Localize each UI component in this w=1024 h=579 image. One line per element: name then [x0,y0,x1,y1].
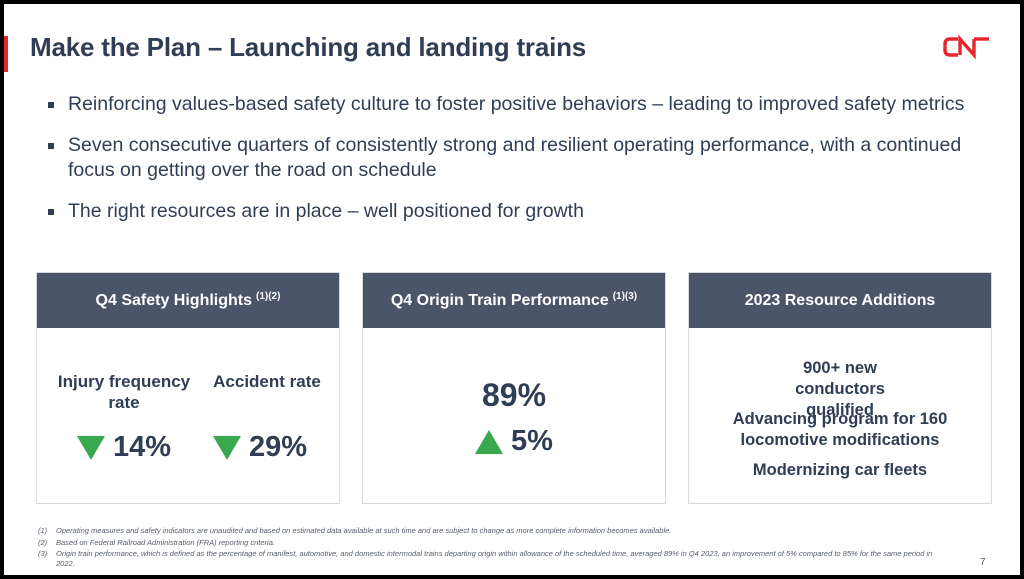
footnote-ref: (1)(3) [612,291,638,302]
card-header: 2023 Resource Additions [689,273,991,328]
bullet-marker [48,102,54,108]
footnote-ref: (1)(2) [256,291,281,302]
card-header: Q4 Safety Highlights (1)(2) [37,273,339,328]
footnote-number: (3) [38,549,48,558]
footnote-text: Operating measures and safety indicators… [56,526,672,535]
card-title: Q4 Safety Highlights [95,291,252,309]
safety-highlights-card: Q4 Safety Highlights (1)(2) Injury frequ… [36,272,340,504]
down-triangle-icon [213,436,241,460]
footnote-number: (1) [38,526,48,535]
card-title: Q4 Origin Train Performance [390,291,609,309]
down-triangle-icon [77,436,105,460]
footnote: (3) Origin train performance, which is d… [38,549,938,568]
slide: Make the Plan – Launching and landing tr… [4,4,1020,575]
origin-train-performance-card: Q4 Origin Train Performance (1)(3) 89% 5… [362,272,666,504]
footnote-number: (2) [38,537,48,547]
footnote-text: Origin train performance, which is defin… [56,549,933,568]
footnote-text: Based on Federal Railroad Administration… [56,537,275,547]
resource-conductors: 900+ new conductors qualified [795,359,885,419]
bullet-item: Reinforcing values-based safety culture … [44,92,984,117]
card-title: 2023 Resource Additions [744,291,936,309]
bullet-marker [48,143,54,149]
accident-rate-value: 29% [249,431,308,463]
card-header: Q4 Origin Train Performance (1)(3) [363,273,665,328]
title-accent-bar [4,36,8,72]
bullet-text: The right resources are in place – well … [68,200,584,222]
up-triangle-icon [475,430,503,454]
bullet-marker [48,209,54,215]
origin-performance-value: 89% [481,377,547,413]
bullet-list: Reinforcing values-based safety culture … [44,92,984,240]
origin-performance-change: 5% [511,425,553,457]
footnote: (1) Operating measures and safety indica… [38,526,938,536]
resource-additions-card: 2023 Resource Additions 900+ new conduct… [688,272,992,504]
injury-frequency-label: Injury frequency rate [57,372,191,412]
accident-rate-label: Accident rate [213,372,321,391]
footnote: (2) Based on Federal Railroad Administra… [38,538,938,548]
resource-locomotives: Advancing program for 160 locomotive mod… [732,410,948,449]
bullet-text: Seven consecutive quarters of consistent… [68,134,962,181]
resource-car-fleets: Modernizing car fleets [752,461,928,479]
bullet-item: The right resources are in place – well … [44,199,984,224]
cn-logo [943,34,989,60]
injury-frequency-value: 14% [113,431,172,463]
bullet-item: Seven consecutive quarters of consistent… [44,133,984,183]
bullet-text: Reinforcing values-based safety culture … [68,93,965,115]
footnotes: (1) Operating measures and safety indica… [38,526,938,570]
page-title: Make the Plan – Launching and landing tr… [30,32,587,62]
page-number: 7 [980,557,986,568]
